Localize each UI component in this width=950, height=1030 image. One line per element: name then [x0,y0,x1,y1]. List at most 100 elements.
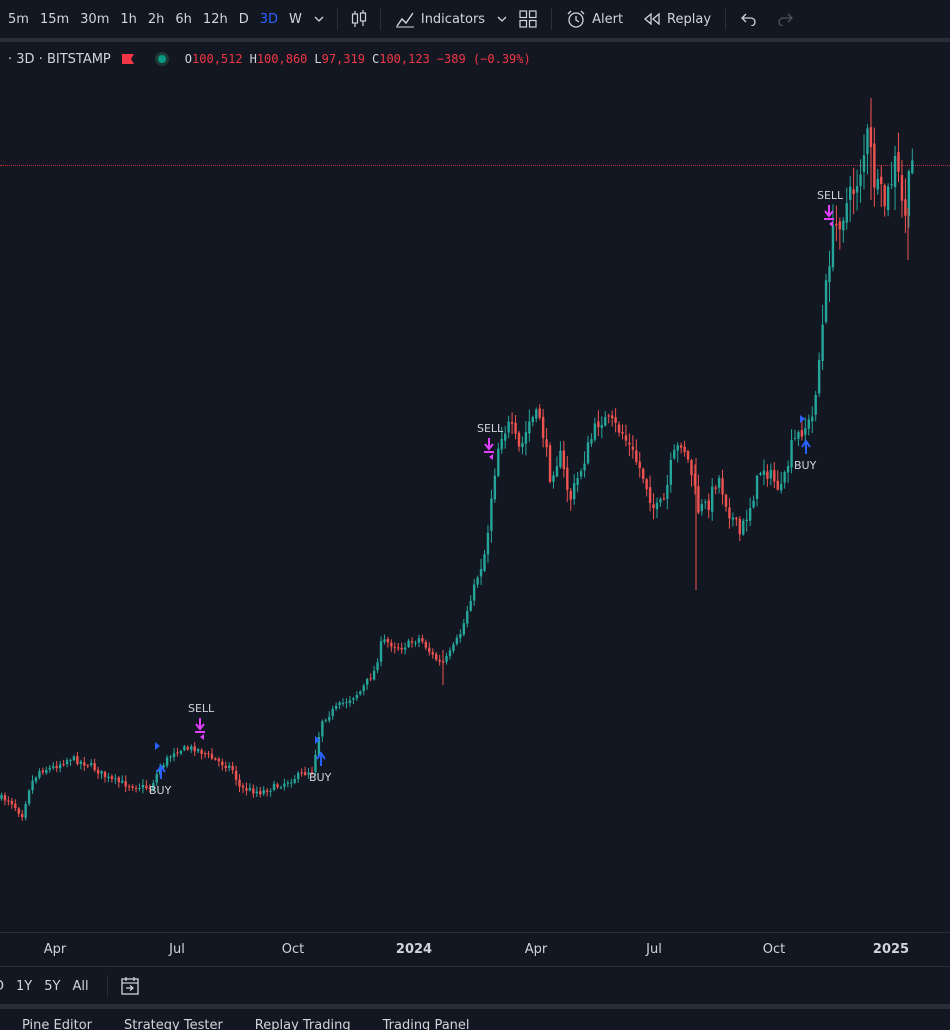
candle-body [583,463,586,471]
candle-body [780,483,783,491]
candle-body [452,644,455,651]
tab-strategy-tester[interactable]: Strategy Tester [124,1018,223,1030]
tab-replay-trading[interactable]: Replay Trading [254,1018,351,1030]
timeframe-w[interactable]: W [289,11,302,27]
timeframe-30m[interactable]: 30m [80,11,110,27]
candle-body [683,446,686,453]
symbol-label[interactable]: · 3D · BITSTAMP [8,51,111,67]
candle-body [538,408,541,418]
candle-body [359,691,362,695]
chart-pane[interactable]: SELL BUY BUY SELL SELL BUY [0,80,950,932]
toolbar-divider [336,8,338,30]
candle-body [876,178,879,190]
candle-body [517,432,521,447]
candle-body [379,641,383,662]
sell-signal-marker [484,438,494,460]
candle-body [217,758,221,762]
timeframe-group: 5m 15m 30m 1h 2h 6h 12h D 3D W [4,6,309,32]
range-1y[interactable]: 1Y [16,978,33,994]
candle-body [714,487,717,489]
timeframe-1h[interactable]: 1h [120,11,137,27]
candle-body [0,795,3,799]
candle-body [642,468,645,479]
candle-body [486,532,490,555]
range-all[interactable]: All [72,978,89,994]
candle-body [210,753,214,759]
candle-body [90,763,93,766]
candle-body [100,771,103,774]
candle-body [331,709,334,717]
bottom-panel-tabs: Pine Editor Strategy Tester Replay Trading… [0,1009,950,1030]
timeframe-15m[interactable]: 15m [39,11,70,27]
timeframe-5m[interactable]: 5m [8,11,29,27]
layouts-button[interactable] [513,6,543,32]
candle-body [652,504,655,509]
toolbar-separator [0,38,950,42]
candle-body [203,753,207,755]
market-status-icon[interactable] [154,52,169,66]
candle-body [655,502,659,510]
timeframe-3d[interactable]: 3D [259,11,278,27]
time-axis-month-label: Oct [762,942,786,957]
range-5y[interactable]: 5Y [44,978,61,994]
timeframe-2h[interactable]: 2h [147,11,165,27]
undo-button[interactable] [734,6,764,32]
ohlc-values: O100,512 H100,860 L97,319 C100,123 −389 (−0.… [185,52,538,66]
candle-body [193,746,196,752]
candle-body [383,639,386,642]
candle-body [79,761,83,765]
tab-pine-editor[interactable]: Pine Editor [22,1018,93,1030]
candle-body [666,484,669,499]
buy-signal-marker [315,736,326,766]
candle-body [769,469,773,479]
calendar-goto-icon[interactable] [120,976,140,996]
candle-body [576,478,579,486]
chart-type-button[interactable] [346,6,372,32]
candle-body [245,788,248,791]
candle-body [849,186,852,200]
timeframe-6h[interactable]: 6h [175,11,192,27]
candle-body [52,766,55,768]
symbol-legend: · 3D · BITSTAMP O100,512 H100,860 L97,319 C… [0,46,538,72]
buy-signal-label: BUY [794,459,817,472]
alarm-clock-icon [567,10,585,28]
sell-signal-marker [195,718,205,740]
indicators-button[interactable]: Indicators [389,6,491,32]
redo-button[interactable] [770,6,800,32]
candle-body [883,185,886,207]
candle-body [604,417,607,426]
replay-button[interactable]: Replay [637,6,717,32]
candle-body [624,435,628,441]
candle-body [686,450,690,460]
tab-trading-panel[interactable]: Trading Panel [382,1018,470,1030]
candle-body [745,519,748,521]
candle-body [548,445,552,482]
range-d[interactable]: D [0,979,4,994]
timeframe-12h[interactable]: 12h [202,11,228,27]
candle-body [521,443,524,448]
candle-body [590,439,593,444]
open-key: O [184,52,193,66]
candle-body [407,640,410,648]
candle-body [541,416,545,438]
candle-body [314,754,317,772]
time-axis[interactable]: Apr Jul Oct 2024 Apr Jul Oct 2025 [0,932,950,967]
candle-body [265,790,269,793]
range-divider [106,975,108,997]
low-value: 97,319 [321,52,365,66]
toolbar-divider [551,8,553,30]
candle-body [269,790,272,792]
timeframe-dropdown[interactable] [309,6,329,32]
candle-body [821,324,824,361]
candle-body [297,772,300,780]
close-value: 100,123 [379,52,430,66]
redo-icon [778,13,793,26]
flag-icon[interactable] [121,53,135,65]
alert-button[interactable]: Alert [560,6,629,32]
candle-body [69,760,72,762]
indicators-dropdown[interactable] [491,6,513,32]
chevron-down-icon [497,16,507,22]
timeframe-d[interactable]: D [238,11,249,27]
candle-body [207,753,210,755]
candle-body [828,266,831,283]
